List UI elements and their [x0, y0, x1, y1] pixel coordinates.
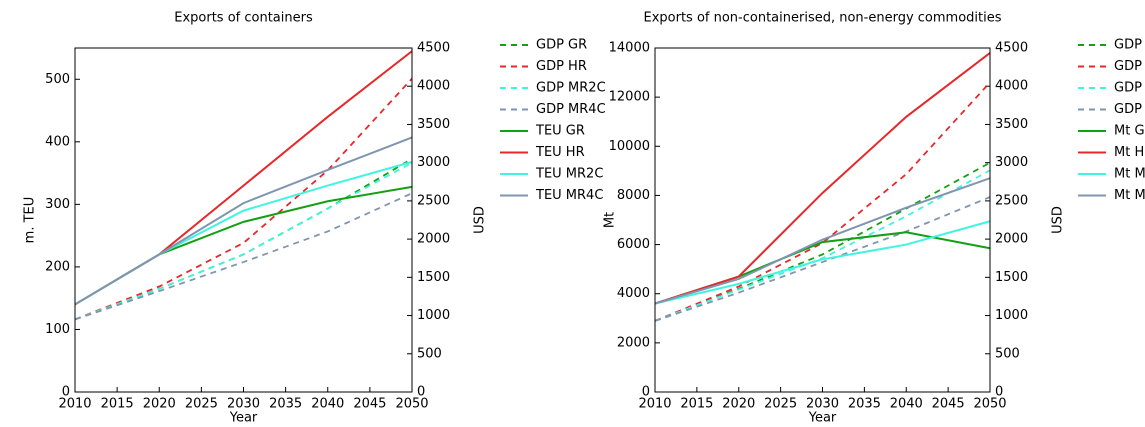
x-tick-label: 2045: [932, 397, 965, 412]
x-tick-label: 2030: [227, 397, 260, 412]
legend-label: Mt MR4C: [1114, 188, 1145, 203]
y-axis-label: m. TEU: [23, 197, 38, 244]
y2-tick-label: 3000: [417, 155, 450, 170]
y-tick-label: 300: [45, 197, 70, 212]
plot-frame: [654, 47, 991, 393]
series-line: [74, 185, 413, 306]
y2-tick-label: 1500: [417, 270, 450, 285]
x-tick-label: 2020: [143, 397, 176, 412]
legend-label: TEU GR: [535, 124, 585, 139]
legend-label: GDP MR2C: [1114, 81, 1145, 96]
chart-title: Exports of containers: [174, 11, 313, 26]
x-tick-label: 2025: [764, 397, 797, 412]
y2-tick-label: 2000: [417, 232, 450, 247]
legend-label: GDP HR: [1114, 59, 1145, 74]
y-tick-label: 8000: [617, 188, 650, 203]
x-tick-label: 2040: [311, 397, 344, 412]
series-line: [74, 192, 413, 321]
y2-tick-label: 0: [995, 385, 1003, 400]
y2-tick-label: 500: [995, 346, 1020, 361]
y-tick-label: 10000: [609, 139, 650, 154]
y-tick-label: 200: [45, 259, 70, 274]
legend-label: Mt HR: [1114, 145, 1145, 160]
x-tick-label: 2020: [722, 397, 755, 412]
y-tick-label: 500: [45, 72, 70, 87]
y2-tick-label: 2500: [417, 193, 450, 208]
series-line: [74, 77, 413, 321]
y2-tick-label: 2500: [995, 193, 1028, 208]
x-tick-label: 2050: [395, 397, 428, 412]
y2-tick-label: 4000: [417, 79, 450, 94]
y-tick-label: 0: [62, 385, 70, 400]
x-tick-label: 2010: [638, 397, 671, 412]
x-tick-label: 2010: [58, 397, 91, 412]
y-tick-label: 4000: [617, 286, 650, 301]
y2-tick-label: 4500: [995, 41, 1028, 56]
x-tick-label: 2045: [353, 397, 386, 412]
y2-tick-label: 1000: [417, 308, 450, 323]
legend-label: Mt MR2C: [1114, 167, 1145, 182]
y2-tick-label: 4000: [995, 79, 1028, 94]
y2-tick-label: 500: [417, 346, 442, 361]
legend-label: Mt GR: [1114, 124, 1145, 139]
legend-label: TEU HR: [535, 145, 585, 160]
x-tick-label: 2025: [185, 397, 218, 412]
x-axis-label: Year: [808, 411, 837, 426]
legend-label: GDP GR: [1114, 38, 1145, 53]
y2-axis-label: USD: [1051, 206, 1066, 234]
y-tick-label: 400: [45, 134, 70, 149]
y2-tick-label: 3000: [995, 155, 1028, 170]
legend-label: TEU MR2C: [535, 167, 603, 182]
y2-tick-label: 4500: [417, 41, 450, 56]
legend-label: GDP GR: [536, 38, 587, 53]
y2-tick-label: 3500: [995, 117, 1028, 132]
x-tick-label: 2040: [890, 397, 923, 412]
series-line: [654, 220, 991, 305]
series-line: [654, 81, 991, 322]
y-tick-label: 6000: [617, 237, 650, 252]
y2-tick-label: 3500: [417, 117, 450, 132]
series-line: [74, 158, 413, 321]
legend-label: TEU MR4C: [535, 188, 603, 203]
plot-frame: [74, 47, 413, 393]
y-tick-label: 0: [642, 385, 650, 400]
y2-tick-label: 0: [417, 385, 425, 400]
series-line: [74, 50, 413, 306]
series-line: [74, 161, 413, 321]
x-tick-label: 2035: [269, 397, 302, 412]
y2-tick-label: 2000: [995, 232, 1028, 247]
legend-label: GDP MR4C: [1114, 102, 1145, 117]
legend-label: GDP HR: [536, 59, 587, 74]
x-tick-label: 2035: [848, 397, 881, 412]
y-tick-label: 100: [45, 322, 70, 337]
series-line: [654, 169, 991, 322]
y2-tick-label: 1000: [995, 308, 1028, 323]
x-tick-label: 2015: [101, 397, 134, 412]
chart-title: Exports of non-containerised, non-energy…: [643, 11, 1001, 26]
series-line: [74, 136, 413, 306]
y-tick-label: 12000: [609, 90, 650, 105]
series-line: [654, 177, 991, 305]
series-line: [74, 160, 413, 306]
x-axis-label: Year: [229, 411, 258, 426]
series-line: [654, 231, 991, 305]
x-tick-label: 2015: [680, 397, 713, 412]
legend-label: GDP MR2C: [536, 81, 606, 96]
legend-label: GDP MR4C: [536, 102, 606, 117]
y2-tick-label: 1500: [995, 270, 1028, 285]
y-tick-label: 14000: [609, 41, 650, 56]
y-tick-label: 2000: [617, 335, 650, 350]
x-tick-label: 2050: [973, 397, 1006, 412]
y2-axis-label: USD: [473, 206, 488, 234]
series-line: [654, 52, 991, 305]
x-tick-label: 2030: [806, 397, 839, 412]
series-line: [654, 196, 991, 322]
y-axis-label: Mt: [603, 212, 618, 228]
